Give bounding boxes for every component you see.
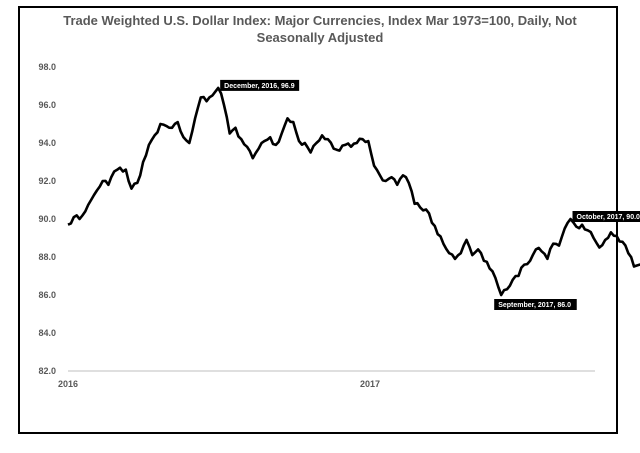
- y-tick-label: 88.0: [38, 252, 56, 262]
- series-line: [67, 86, 640, 297]
- annotation-box: [220, 79, 300, 91]
- chart-frame: [18, 6, 618, 434]
- y-tick-label: 90.0: [38, 214, 56, 224]
- series: [67, 86, 640, 297]
- annotation-label: December, 2016, 96.9: [220, 79, 300, 91]
- y-tick-label: 92.0: [38, 176, 56, 186]
- x-tick-label: 2016: [58, 379, 78, 389]
- chart-title-line-1: Trade Weighted U.S. Dollar Index: Major …: [63, 13, 577, 28]
- y-tick-label: 86.0: [38, 290, 56, 300]
- y-tick-label: 82.0: [38, 366, 56, 376]
- annotation-text: October, 2017, 90.0: [577, 214, 640, 221]
- tick-labels: 82.0 84.0 86.0 88.0 90.0 92.0 94.0 96.0 98.0 2016…: [38, 62, 380, 389]
- y-tick-label: 84.0: [38, 328, 56, 338]
- chart-title-line-2: Seasonally Adjusted: [256, 30, 384, 45]
- y-tick-label: 96.0: [38, 100, 56, 110]
- annotation-text: September, 2017, 86.0: [498, 302, 571, 309]
- annotation-label: September, 2017, 86.0: [494, 299, 577, 310]
- annotation-text: December, 2016, 96.9: [224, 83, 295, 90]
- x-tick-label: 2017: [360, 379, 380, 389]
- annotations: December, 2016, 96.9 September, 2017, 86.…: [220, 79, 640, 310]
- annotation-box: [572, 211, 640, 222]
- annotation-label: October, 2017, 90.0: [572, 211, 640, 222]
- chart-title: Trade Weighted U.S. Dollar Index: Major …: [0, 12, 640, 46]
- annotation-box: [494, 299, 577, 310]
- y-tick-label: 94.0: [38, 138, 56, 148]
- y-tick-label: 98.0: [38, 62, 56, 72]
